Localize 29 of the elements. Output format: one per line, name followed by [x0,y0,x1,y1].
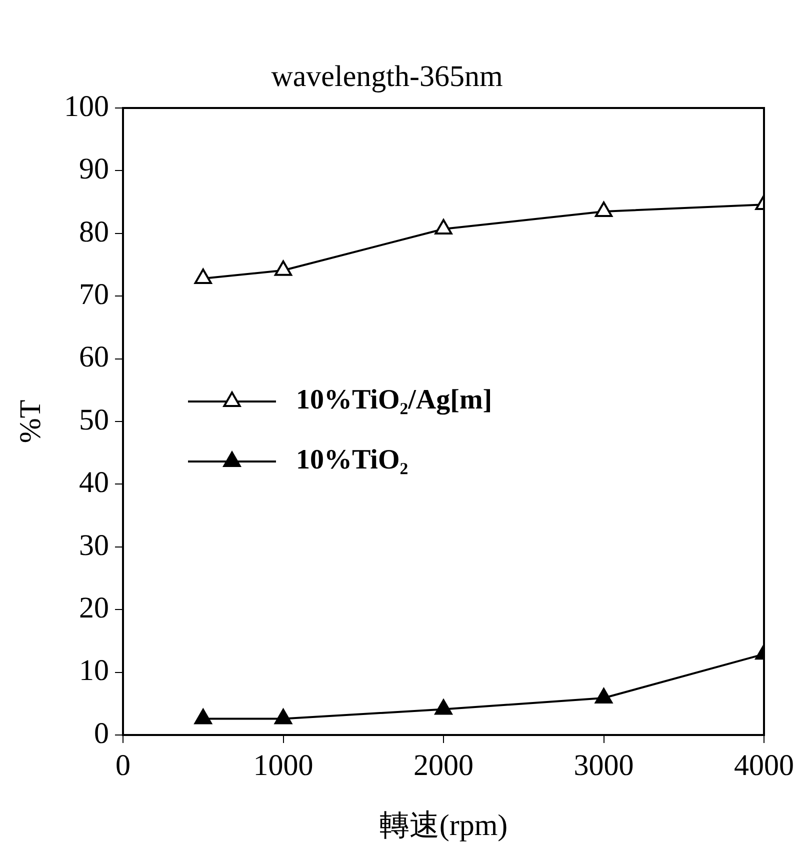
point [194,268,212,284]
y-tick-label: 40 [79,466,109,500]
y-tick-label: 10 [79,654,109,688]
point [434,219,452,235]
y-tick-label: 70 [79,278,109,311]
x-tick-label: 0 [116,748,130,782]
y-tick-label: 50 [79,403,109,436]
chart-title: wavelength-365nm [271,60,503,93]
x-tick-label: 1000 [253,748,314,782]
legend-label: 10%TiO₂ [296,444,408,476]
y-tick-label: 20 [79,591,109,624]
x-axis-title: 轉速(rpm) [379,808,508,842]
point [434,699,452,715]
y-tick-label: 90 [79,152,109,186]
x-tick-label: 3000 [574,748,634,782]
x-tick-label: 4000 [734,748,794,782]
y-tick-label: 30 [79,528,109,562]
point [274,260,292,276]
point [594,688,613,704]
x-tick-label: 2000 [414,748,474,782]
y-tick-label: 60 [79,340,109,374]
point [274,708,292,724]
y-tick-label: 100 [64,90,109,123]
y-axis-title: %T [14,400,47,444]
point [594,201,613,217]
legend-label: 10%TiO₂/Ag[m] [296,384,492,416]
y-tick-label: 80 [79,215,109,248]
point [194,708,212,724]
y-tick-label: 0 [94,716,109,750]
